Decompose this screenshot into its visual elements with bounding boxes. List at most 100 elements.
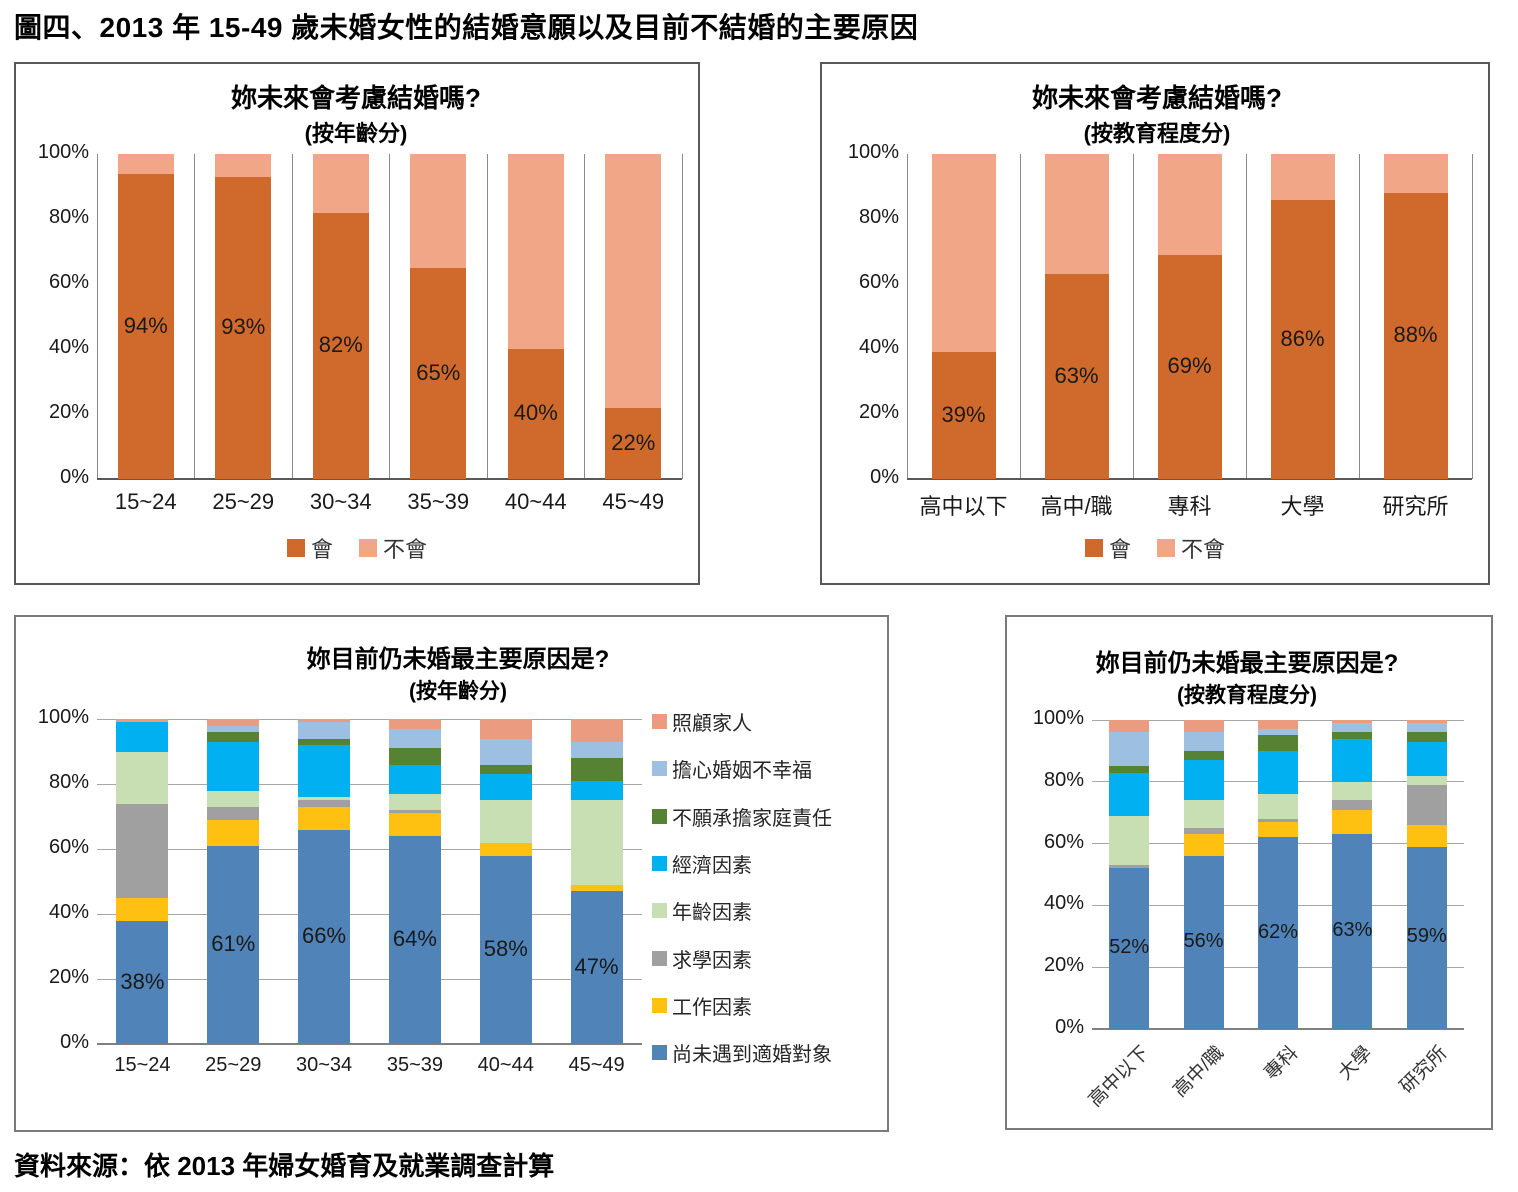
x-category-label: 30~34: [309, 489, 372, 514]
x-category-label: 15~24: [114, 489, 177, 514]
bar-segment-尚未遇到適婚對象: [479, 855, 532, 1044]
bar-segment-不會: [507, 154, 564, 349]
bar-segment-求學因素: [1406, 784, 1447, 826]
legend-color-chip: [652, 808, 667, 824]
bar-segment-經濟因素: [207, 741, 260, 791]
y-tick-label: 40%: [1043, 892, 1084, 915]
legend-item: 不會: [1157, 532, 1225, 564]
bar-segment-照顧家人: [388, 719, 441, 729]
value-label: 66%: [302, 923, 347, 949]
bar-segment-年齡因素: [1183, 800, 1224, 829]
bar-segment-年齡因素: [298, 797, 351, 801]
chart-title: 妳目前仍未婚最主要原因是?: [306, 646, 610, 673]
legend-label: 尚未遇到適婚對象: [672, 1044, 832, 1067]
category-divider: [1245, 154, 1247, 479]
legend-color-chip: [359, 539, 377, 557]
legend-item: 尚未遇到適婚對象: [652, 1038, 832, 1067]
bar-segment-擔心婚姻不幸福: [570, 741, 623, 758]
legend-label: 會: [1108, 537, 1131, 562]
legend-label: 工作因素: [672, 996, 752, 1019]
legend-item: 經濟因素: [652, 849, 752, 878]
x-category-label: 40~44: [504, 489, 567, 514]
bar-segment-擔心婚姻不幸福: [1258, 729, 1298, 736]
y-tick-label: 60%: [48, 836, 89, 858]
source-note: 資料來源：依 2013 年婦女婚育及就業調查計算: [14, 1151, 555, 1181]
bar-segment-照顧家人: [1332, 720, 1373, 724]
x-category-label: 研究所: [1382, 494, 1449, 519]
bar-segment-工作因素: [1406, 825, 1447, 847]
x-category-label: 45~49: [568, 1054, 625, 1076]
bar-segment-照顧家人: [1109, 720, 1150, 733]
bar-segment-不會: [215, 154, 272, 177]
bar-segment-年齡因素: [1109, 815, 1150, 866]
bar-segment-不會: [931, 154, 996, 353]
value-label: 93%: [221, 314, 266, 340]
bar-segment-會: [507, 349, 564, 479]
bar-segment-擔心婚姻不幸福: [1109, 732, 1150, 767]
bar-segment-不願承擔家庭責任: [479, 764, 532, 775]
y-tick-label: 40%: [48, 336, 89, 358]
bar-segment-會: [117, 173, 174, 479]
bar-segment-不會: [1383, 154, 1448, 193]
bar-segment-經濟因素: [479, 774, 532, 801]
x-category-label: 高中/職: [1040, 494, 1113, 519]
gridline: [97, 913, 642, 915]
y-tick-label: 40%: [48, 901, 89, 923]
chart-reason-unmarried-by-education: 妳目前仍未婚最主要原因是? (按教育程度分) 0% 20% 40% 60% 80% 100…: [1005, 615, 1493, 1130]
bar-segment-求學因素: [207, 806, 260, 820]
bar-segment-擔心婚姻不幸福: [1183, 732, 1224, 751]
chart-marriage-intention-by-age: 妳未來會考慮結婚嗎? (按年齡分) 0% 20% 40% 60% 80% 100% 94% 1…: [14, 62, 700, 585]
chart-subtitle: (按教育程度分): [1083, 121, 1231, 146]
bar-segment-擔心婚姻不幸福: [207, 725, 260, 732]
x-category-label: 專科: [1167, 494, 1212, 519]
bar-segment-不會: [1157, 154, 1222, 255]
axis-line: [97, 1043, 642, 1045]
value-label: 88%: [1393, 322, 1438, 348]
value-label: 61%: [211, 931, 256, 957]
bar-segment-擔心婚姻不幸福: [1406, 723, 1447, 733]
bar-segment-不會: [410, 154, 467, 268]
bar-segment-年齡因素: [570, 800, 623, 885]
bar-segment-求學因素: [1332, 800, 1373, 810]
bar-segment-不會: [1270, 154, 1335, 200]
bar-segment-求學因素: [1258, 818, 1298, 822]
y-tick-label: 100%: [37, 141, 89, 163]
bar-segment-年齡因素: [1332, 781, 1373, 801]
legend-color-chip: [652, 950, 667, 966]
bar-segment-經濟因素: [1258, 750, 1298, 795]
category-divider: [906, 154, 908, 479]
value-label: 63%: [1054, 362, 1099, 388]
bar-segment-不願承擔家庭責任: [1183, 750, 1224, 761]
value-label: 58%: [483, 936, 528, 962]
bar-segment-經濟因素: [388, 764, 441, 794]
x-category-label: 25~29: [205, 1054, 262, 1076]
category-divider: [1471, 154, 1473, 479]
value-label: 94%: [123, 312, 168, 338]
chart-marriage-intention-by-education: 妳未來會考慮結婚嗎? (按教育程度分) 0% 20% 40% 60% 80% 100% 39…: [820, 62, 1490, 585]
chart-subtitle: (按年齡分): [304, 121, 408, 146]
bar-segment-求學因素: [1183, 828, 1224, 835]
gridline: [97, 848, 642, 850]
y-tick-label: 80%: [1043, 768, 1084, 791]
bar-segment-工作因素: [207, 819, 260, 846]
bar-segment-不願承擔家庭責任: [207, 732, 260, 742]
bar-segment-照顧家人: [479, 719, 532, 739]
bar-segment-經濟因素: [1109, 772, 1150, 816]
bar-segment-不願承擔家庭責任: [570, 758, 623, 781]
y-tick-label: 20%: [858, 401, 899, 423]
y-tick-label: 20%: [1043, 954, 1084, 977]
bar-segment-尚未遇到適婚對象: [570, 891, 623, 1044]
bar-segment-求學因素: [298, 800, 351, 807]
bar-segment-擔心婚姻不幸福: [1332, 723, 1373, 733]
bar-segment-年齡因素: [1406, 775, 1447, 785]
chart-title: 妳未來會考慮結婚嗎?: [1032, 83, 1282, 113]
legend-item: 擔心婚姻不幸福: [652, 754, 812, 783]
chart-subtitle: (按年齡分): [409, 680, 507, 703]
bar-segment-尚未遇到適婚對象: [1332, 834, 1373, 1029]
bar-segment-尚未遇到適婚對象: [1406, 846, 1447, 1029]
legend-label: 擔心婚姻不幸福: [672, 760, 812, 783]
category-divider: [584, 154, 585, 479]
y-tick-label: 20%: [48, 401, 89, 423]
bar-segment-會: [1044, 274, 1109, 479]
bar-segment-工作因素: [1183, 834, 1224, 856]
